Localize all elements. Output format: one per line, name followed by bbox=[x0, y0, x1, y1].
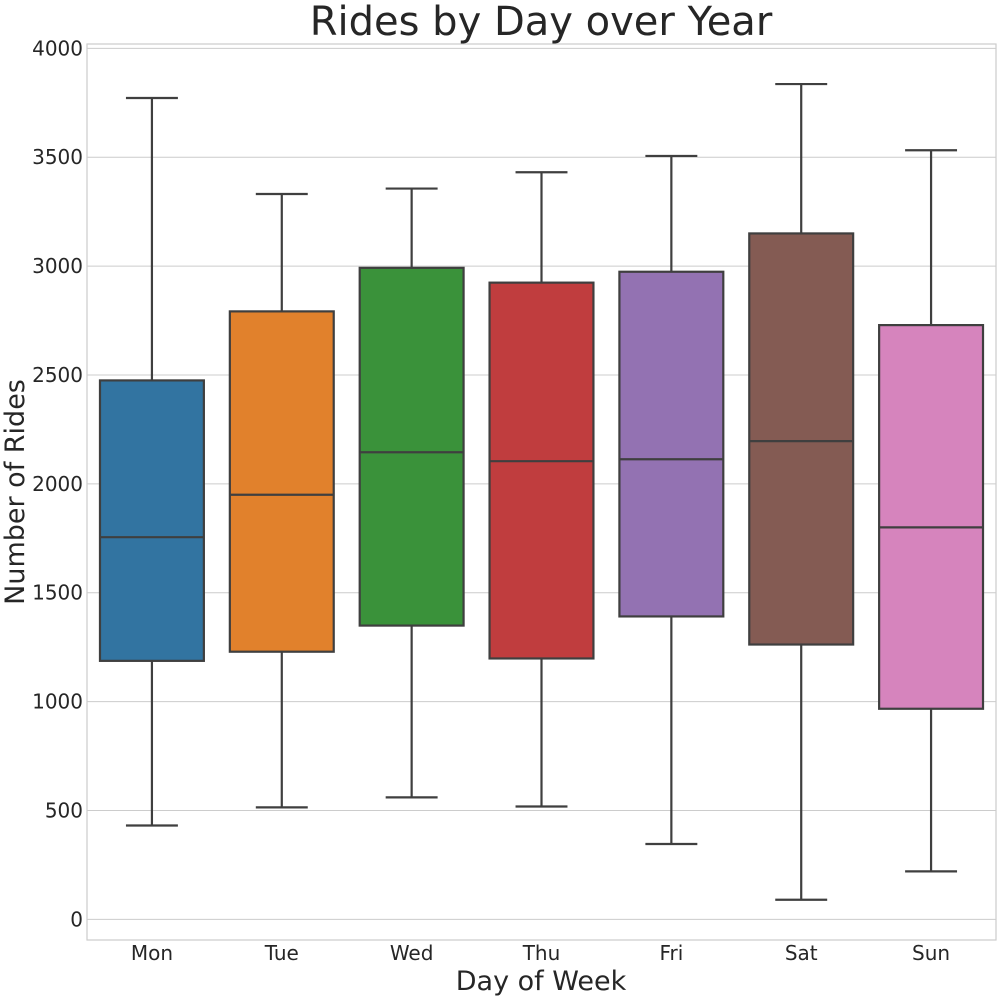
y-tick-label: 0 bbox=[70, 907, 83, 931]
y-tick-label: 500 bbox=[45, 798, 83, 822]
x-axis-label: Day of Week bbox=[456, 966, 627, 997]
chart-title: Rides by Day over Year bbox=[310, 0, 773, 45]
box-thu bbox=[488, 171, 595, 808]
y-tick-label: 1500 bbox=[32, 581, 83, 605]
iqr-box bbox=[358, 266, 465, 627]
x-tick-label-tue: Tue bbox=[264, 941, 299, 965]
box-sat bbox=[748, 82, 855, 901]
y-tick-label: 3000 bbox=[32, 254, 83, 278]
y-tick-label: 2000 bbox=[32, 472, 83, 496]
iqr-box bbox=[488, 281, 595, 660]
iqr-box bbox=[878, 324, 985, 710]
box-sun bbox=[878, 149, 985, 873]
iqr-box bbox=[748, 232, 855, 646]
box-mon bbox=[98, 96, 205, 827]
x-tick-label-fri: Fri bbox=[659, 941, 683, 965]
x-tick-labels: Mon Tue Wed Thu Fri Sat Sun bbox=[131, 941, 950, 965]
x-tick-label-sun: Sun bbox=[912, 941, 950, 965]
y-tick-label: 4000 bbox=[32, 36, 83, 60]
boxes-layer bbox=[98, 82, 985, 901]
x-tick-label-thu: Thu bbox=[522, 941, 561, 965]
box-wed bbox=[358, 187, 465, 799]
box-fri bbox=[618, 154, 725, 846]
box-tue bbox=[228, 192, 335, 809]
plot-frame bbox=[86, 43, 997, 941]
iqr-box bbox=[228, 310, 335, 653]
iqr-box bbox=[618, 270, 725, 618]
y-tick-label: 3500 bbox=[32, 145, 83, 169]
iqr-box bbox=[98, 379, 205, 662]
y-tick-labels: 0 500 1000 1500 2000 2500 3000 3500 4000 bbox=[32, 36, 83, 931]
x-tick-label-mon: Mon bbox=[131, 941, 173, 965]
y-tick-label: 1000 bbox=[32, 690, 83, 714]
x-tick-label-sat: Sat bbox=[785, 941, 818, 965]
y-tick-label: 2500 bbox=[32, 363, 83, 387]
y-axis-label: Number of Rides bbox=[0, 379, 31, 605]
x-tick-label-wed: Wed bbox=[390, 941, 434, 965]
